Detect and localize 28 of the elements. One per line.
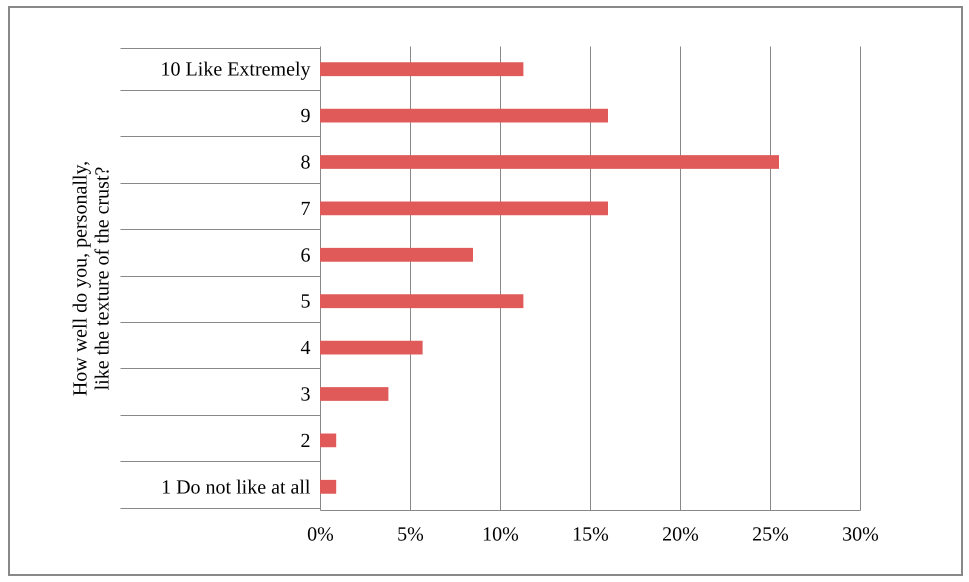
bar [320,108,608,122]
bar [320,155,779,169]
y-tick-label: 3 [300,384,310,406]
y-tick-label: 10 Like Extremely [160,58,310,81]
bar [320,202,608,216]
y-tick-label: 7 [300,198,310,220]
y-axis-title: How well do you, personally, like the texture of the crust? [70,160,114,396]
y-tick-label: 5 [300,290,310,313]
bar [320,434,336,448]
x-tick-label: 30% [842,524,879,546]
y-tick-label: 6 [300,244,310,266]
bar [320,340,423,354]
x-tick-label: 5% [397,524,424,546]
bar [320,480,336,494]
y-tick-label: 9 [300,105,310,128]
y-tick-label: 2 [300,430,310,452]
x-tick-label: 15% [572,524,609,546]
bar [320,294,524,308]
x-tick-label: 10% [482,524,519,546]
x-tick-label: 25% [752,524,789,546]
y-tick-label: 1 Do not like at all [161,476,311,498]
bar [320,387,388,401]
x-tick-label: 0% [307,524,334,546]
x-tick-label: 20% [662,524,699,546]
bar [320,248,473,262]
y-tick-label: 8 [300,152,310,174]
bar [320,62,524,76]
y-tick-label: 4 [300,337,310,360]
